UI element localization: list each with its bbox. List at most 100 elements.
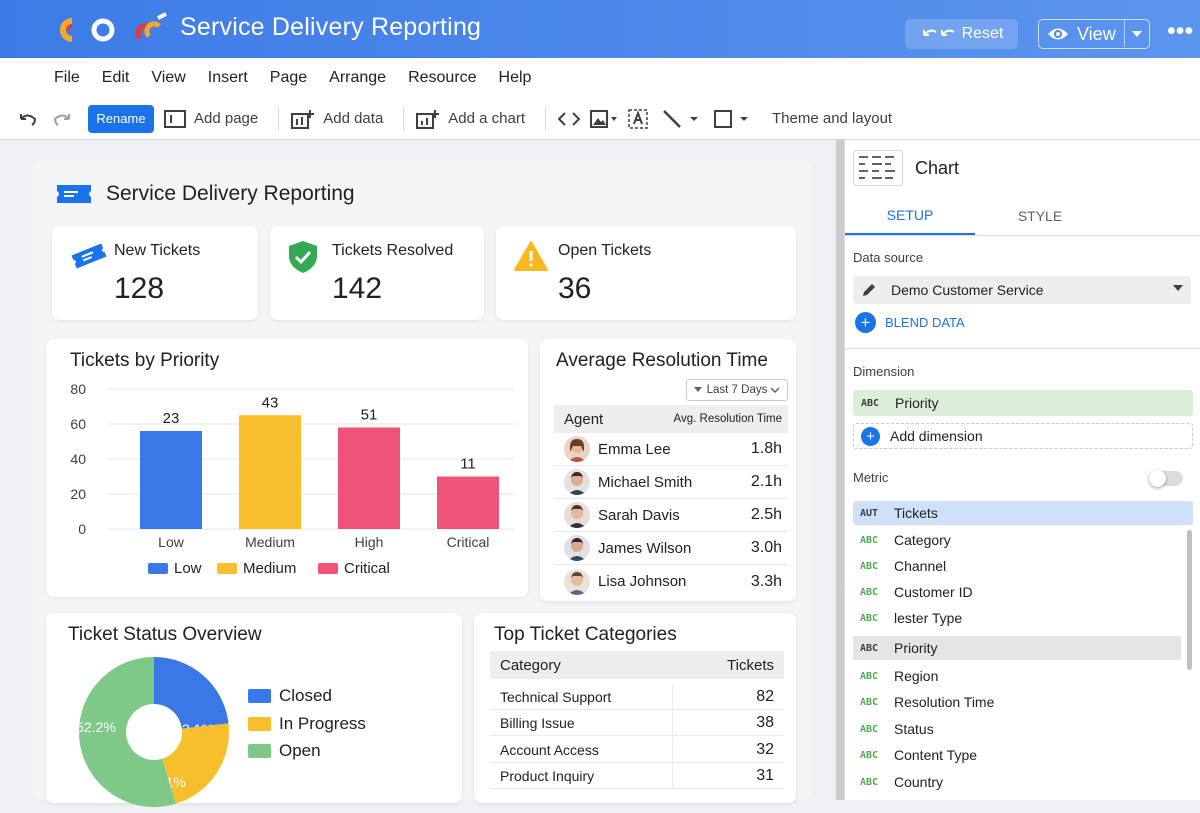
menu-help[interactable]: Help [498,69,532,86]
undo-icon[interactable] [18,111,38,127]
table-row[interactable]: Sarah Davis 2.5h [554,499,788,532]
legend-item-medium: Medium [217,560,296,577]
metric-chip-tickets[interactable]: AUT Tickets [853,501,1193,525]
code-embed-icon[interactable] [558,111,581,127]
menu-arrange[interactable]: Arrange [329,69,387,86]
shape-icon[interactable] [714,109,750,129]
toolbar: Rename Add page Add data Add a chart The… [0,98,1200,140]
text-box-icon[interactable] [628,108,648,129]
field-item[interactable]: ABC Resolution Time [853,690,1181,714]
add-dimension-button[interactable]: + Add dimension [853,423,1193,449]
tab-style[interactable]: STYLE [1017,207,1063,224]
date-range-dropdown[interactable]: Last 7 Days [686,379,788,401]
rename-button[interactable]: Rename [88,104,154,133]
table-row[interactable]: Account Access 32 [490,737,784,763]
dimension-label: Dimension [853,364,915,379]
add-page-button[interactable]: Add page [164,109,258,128]
agent-time: 3.3h [750,572,782,590]
add-data-button[interactable]: Add data [291,109,383,129]
kpi-card-tickets-resolved[interactable]: Tickets Resolved 142 [270,226,484,320]
field-type: ABC [860,749,879,761]
avatar [564,502,590,528]
top-categories-card[interactable]: Top Ticket Categories Category Tickets T… [474,613,796,803]
theme-layout-button[interactable]: Theme and layout [772,110,893,127]
field-item[interactable]: ABC Country [853,770,1181,794]
table-row[interactable]: Emma Lee 1.8h [554,433,788,466]
col-category: Category [500,656,561,674]
status-overview-card[interactable]: Ticket Status Overview 22.1%21.1%52.2% C… [46,613,462,807]
field-item[interactable]: ABC Category [853,528,1181,552]
field-item[interactable]: ABC Status [853,717,1181,741]
add-chart-icon [416,109,440,129]
menu-edit[interactable]: Edit [101,69,130,86]
field-name: Content Type [894,747,978,763]
legend-label: Low [174,560,202,577]
menu-page[interactable]: Page [269,69,308,86]
category-count: 82 [756,687,774,705]
app-logo-icon [60,12,167,42]
table-row[interactable]: Product Inquiry 31 [490,763,784,789]
field-name: Customer ID [894,584,973,600]
view-dropdown-caret-icon[interactable] [1124,20,1149,47]
table-row[interactable]: Michael Smith 2.1h [554,466,788,499]
menu-file[interactable]: File [54,69,80,86]
bar-value-label: 11 [460,456,476,473]
agent-time: 2.1h [750,473,782,490]
field-item[interactable]: ABC Channel [853,554,1181,578]
kpi-card-new-tickets[interactable]: New Tickets 128 [52,226,258,320]
canvas-scrollbar[interactable] [836,140,844,800]
legend-item-low: Low [148,560,202,577]
undo-icon [922,29,955,36]
redo-icon[interactable] [52,111,72,127]
ticket-icon [71,243,107,269]
x-tick-label: Critical [447,534,490,550]
avatar [564,535,590,561]
reset-button[interactable]: Reset [905,19,1018,49]
category-name: Product Inquiry [490,763,673,788]
blend-data-button[interactable]: + BLEND DATA [855,312,965,333]
menu-insert[interactable]: Insert [207,69,248,86]
metric-toggle[interactable] [1149,470,1183,487]
reset-label: Reset [961,25,1004,42]
tab-setup[interactable]: SETUP [845,196,975,235]
data-source-select[interactable]: Demo Customer Service [853,276,1191,304]
top-bar: Service Delivery Reporting Reset View ••… [0,0,1200,58]
panel-title: Chart [915,157,960,178]
more-options-icon[interactable]: ••• [1167,17,1194,45]
table-row[interactable]: Technical Support 82 [490,684,784,710]
table-row[interactable]: Billing Issue 38 [490,710,784,736]
legend-item-closed: Closed [248,686,332,706]
resolution-title: Average Resolution Time [556,350,768,371]
y-tick-label: 20 [70,486,86,502]
menu-resource[interactable]: Resource [408,69,477,86]
bar-value-label: 43 [262,394,279,411]
image-icon[interactable] [590,109,618,128]
line-icon[interactable] [662,109,700,129]
add-chart-button[interactable]: Add a chart [416,109,525,129]
col-tickets: Tickets [727,656,774,674]
pie-slice-closed [154,657,229,729]
resolution-time-card[interactable]: Average Resolution Time Last 7 Days Agen… [540,339,796,601]
field-item[interactable]: ABC Content Type [853,743,1181,767]
field-item[interactable]: ABC Region [853,664,1181,688]
field-type: ABC [860,776,879,788]
legend-item-in-progress: In Progress [248,714,366,734]
kpi-card-open-tickets[interactable]: Open Tickets 36 [496,226,796,320]
table-row[interactable]: James Wilson 3.0h [554,532,788,565]
table-row[interactable]: Lisa Johnson 3.3h [554,565,788,598]
x-tick-label: High [355,534,384,550]
field-item[interactable]: ABC lester Type [853,606,1181,630]
menu-view[interactable]: View [151,69,186,86]
add-page-icon [164,109,186,128]
panel-scrollbar[interactable] [1187,530,1192,670]
kpi-label: Open Tickets [558,242,652,259]
field-item[interactable]: ABC Customer ID [853,580,1181,604]
field-item[interactable]: ABC Priority [853,636,1181,660]
view-button[interactable]: View [1038,19,1150,49]
agent-table-header: Agent Avg. Resolution Time [554,405,788,433]
field-name: Region [894,668,939,684]
warning-icon [514,241,548,271]
priority-chart-card[interactable]: Tickets by Priority 80 60 40 20 0 23 Low 43 Medi… [46,339,528,597]
dimension-chip-priority[interactable]: ABC Priority [853,390,1193,416]
dropdown-arrow-icon [1173,285,1183,291]
